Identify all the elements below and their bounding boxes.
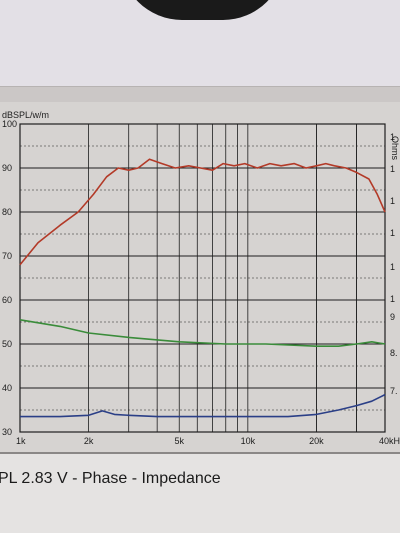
series-line-phase [19, 319, 386, 347]
right-tick-label: 1 [390, 294, 395, 304]
chart-panel: 100 90 80 70 60 50 40 30 dBSPL/w/m 1k 2k 5k 10k 20k 40… [0, 102, 400, 450]
y-tick-label: 40 [2, 383, 12, 393]
series-line-spl [19, 158, 386, 266]
right-tick-label: 1 [390, 164, 395, 174]
right-tick-label: 7. [390, 386, 398, 396]
grid [19, 123, 386, 433]
x-tick-label: 40kHz [379, 436, 400, 446]
x-tick-label: 1k [16, 436, 26, 446]
caption-divider [0, 452, 400, 454]
background-top [0, 0, 400, 86]
right-axis-label: Ohms [390, 136, 400, 161]
y-tick-label: 70 [2, 251, 12, 261]
chart-caption: PL 2.83 V - Phase - Impedance [0, 470, 221, 487]
right-tick-label: 8. [390, 348, 398, 358]
y-tick-label: 30 [2, 427, 12, 437]
y-tick-label: 100 [2, 119, 17, 129]
right-tick-label: 9 [390, 312, 395, 322]
right-tick-label: 1 [390, 132, 395, 142]
y-axis-label: dBSPL/w/m [2, 110, 49, 120]
x-tick-label: 5k [174, 436, 184, 446]
y-tick-label: 60 [2, 295, 12, 305]
frequency-response-chart: 100 90 80 70 60 50 40 30 dBSPL/w/m 1k 2k 5k 10k 20k 40… [2, 110, 400, 446]
right-tick-label: 1 [390, 228, 395, 238]
series-layer [19, 158, 386, 418]
caption-area: PL 2.83 V - Phase - Impedance [0, 452, 400, 533]
x-tick-label: 10k [241, 436, 256, 446]
series-line-impedance [20, 393, 386, 418]
y-tick-label: 90 [2, 163, 12, 173]
x-tick-label: 20k [309, 436, 324, 446]
x-tick-label: 2k [84, 436, 94, 446]
camera-shadow-object [120, 0, 285, 20]
right-tick-label: 1 [390, 196, 395, 206]
y-tick-label: 80 [2, 207, 12, 217]
y-tick-label: 50 [2, 339, 12, 349]
right-tick-label: 1 [390, 262, 395, 272]
plot-border [19, 123, 386, 433]
axis-labels: 100 90 80 70 60 50 40 30 dBSPL/w/m 1k 2k 5k 10k 20k 40… [2, 110, 400, 446]
